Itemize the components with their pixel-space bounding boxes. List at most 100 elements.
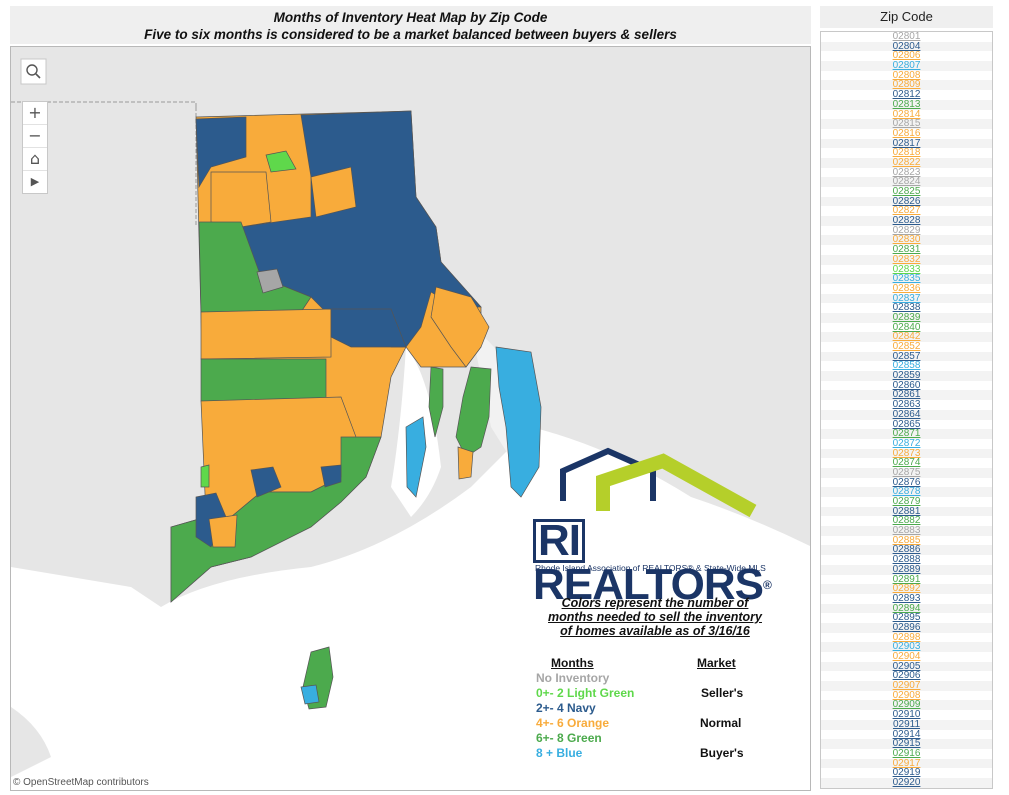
zip-code-item[interactable]: 02863 — [892, 399, 921, 411]
zip-code-item[interactable]: 02815 — [821, 119, 992, 129]
legend-market-sellers: Seller's — [701, 686, 744, 700]
zoom-in-icon[interactable]: + — [23, 102, 47, 125]
zip-code-item[interactable]: 02886 — [821, 545, 992, 556]
zip-code-item[interactable]: 02908 — [892, 689, 921, 701]
zip-code-item[interactable]: 02823 — [892, 166, 921, 178]
zip-code-item[interactable]: 02831 — [892, 244, 921, 256]
zip-code-item[interactable]: 02857 — [821, 351, 992, 362]
zip-code-item[interactable]: 02838 — [892, 302, 921, 314]
zip-code-item[interactable]: 02801 — [892, 31, 921, 42]
zip-code-item[interactable]: 02882 — [892, 515, 921, 527]
search-icon-bg[interactable] — [20, 58, 47, 85]
zip-code-item[interactable]: 02904 — [892, 651, 921, 662]
zip-code-item[interactable]: 02809 — [821, 80, 992, 91]
zip-code-item[interactable]: 02917 — [821, 758, 992, 769]
zip-code-item[interactable]: 02894 — [821, 603, 992, 614]
zip-code-item[interactable]: 02898 — [892, 631, 921, 643]
zip-code-item[interactable]: 02914 — [892, 728, 921, 740]
zip-code-item[interactable]: 02860 — [892, 379, 921, 391]
map-zoom-controls[interactable]: + − ⌂ ▶ — [22, 101, 48, 194]
legend-row-green: 6+- 8 Green — [536, 731, 602, 745]
zip-code-item[interactable]: 02872 — [892, 437, 921, 449]
zip-code-item[interactable]: 02892 — [821, 584, 992, 594]
zip-code-item[interactable]: 02830 — [821, 235, 992, 246]
zip-code-item[interactable]: 02806 — [892, 50, 921, 62]
zip-code-item[interactable]: 02822 — [821, 158, 992, 168]
zip-code-item[interactable]: 02874 — [892, 457, 921, 469]
zip-code-item[interactable]: 02807 — [821, 61, 992, 71]
zip-code-item[interactable]: 02907 — [821, 681, 992, 691]
zip-code-item[interactable]: 02814 — [892, 108, 921, 120]
zip-code-item[interactable]: 02871 — [821, 429, 992, 439]
realtors-logo-subtitle: Rhode Island Association of REALTORS® & … — [535, 563, 766, 573]
zip-code-item[interactable]: 02827 — [892, 205, 921, 217]
zip-code-item[interactable]: 02888 — [892, 554, 921, 566]
zip-code-item[interactable]: 02812 — [892, 89, 921, 101]
ri-state-regions — [170, 110, 542, 710]
zip-code-item[interactable]: 02881 — [821, 506, 992, 517]
zip-code-item[interactable]: 02864 — [821, 409, 992, 420]
title-line-2: Five to six months is considered to be a… — [144, 27, 677, 42]
zip-code-item[interactable]: 02817 — [821, 138, 992, 149]
zip-code-list[interactable]: 02801 02804 02806 02807 02808 02809 02812 02813… — [820, 31, 993, 789]
zip-code-item[interactable]: 02891 — [892, 573, 921, 585]
zip-code-item[interactable]: 02858 — [892, 360, 921, 372]
zip-code-item[interactable]: 02916 — [892, 747, 921, 759]
zip-code-item[interactable]: 02835 — [821, 274, 992, 284]
zip-code-item[interactable]: 02903 — [821, 642, 992, 652]
zip-code-item[interactable]: 02879 — [892, 496, 921, 507]
zip-code-item[interactable]: 02839 — [821, 313, 992, 323]
title-line-1: Months of Inventory Heat Map by Zip Code — [273, 10, 548, 25]
zip-code-item[interactable]: 02889 — [821, 564, 992, 575]
zip-code-item[interactable]: 02865 — [892, 418, 921, 430]
legend-row-none: No Inventory — [536, 671, 610, 685]
zip-code-item[interactable]: 02824 — [821, 177, 992, 187]
zip-code-item[interactable]: 02842 — [821, 332, 992, 342]
zip-code-item[interactable]: 02852 — [892, 341, 921, 352]
home-icon[interactable]: ⌂ — [23, 148, 47, 171]
map-canvas[interactable] — [11, 47, 811, 791]
zip-code-item[interactable]: 02893 — [892, 592, 921, 604]
zip-code-item[interactable]: 02878 — [821, 487, 992, 497]
zip-code-item[interactable]: 02836 — [892, 282, 921, 294]
zip-code-item[interactable]: 02910 — [892, 709, 921, 721]
zip-code-item[interactable]: 02826 — [821, 196, 992, 207]
dashboard-title: Months of Inventory Heat Map by Zip Code… — [10, 6, 811, 44]
zip-code-item[interactable]: 02915 — [821, 739, 992, 749]
zip-code-item[interactable]: 02906 — [892, 670, 921, 682]
zip-code-item[interactable]: 02818 — [892, 147, 921, 159]
play-icon[interactable]: ▶ — [30, 175, 40, 188]
zip-code-item[interactable]: 02921 — [821, 787, 992, 788]
zip-code-item[interactable]: 02895 — [892, 612, 921, 624]
zip-code-item[interactable]: 02828 — [821, 216, 992, 226]
zip-code-item[interactable]: 02816 — [892, 127, 921, 139]
zip-code-item[interactable]: 02896 — [821, 623, 992, 633]
zip-code-header: Zip Code — [820, 6, 993, 28]
map-attribution[interactable]: © OpenStreetMap contributors — [13, 777, 149, 788]
search-icon[interactable] — [26, 64, 38, 76]
zip-code-item[interactable]: 02804 — [821, 41, 992, 52]
zip-code-item[interactable]: 02832 — [821, 254, 992, 265]
zip-code-item[interactable]: 02825 — [892, 186, 921, 197]
zip-code-item[interactable]: 02911 — [821, 719, 992, 730]
zoom-out-icon[interactable]: − — [23, 125, 47, 148]
zip-code-item[interactable]: 02840 — [892, 321, 921, 333]
zip-code-item[interactable]: 02808 — [892, 69, 921, 81]
zip-code-item[interactable]: 02876 — [892, 476, 921, 488]
zip-code-item[interactable]: 02885 — [892, 534, 921, 546]
zip-code-item[interactable]: 02909 — [821, 700, 992, 711]
zip-code-item[interactable]: 02905 — [821, 661, 992, 672]
zip-code-item[interactable]: 02833 — [892, 263, 921, 275]
zip-code-item[interactable]: 02919 — [892, 767, 921, 779]
zip-code-item[interactable]: 02873 — [821, 448, 992, 459]
zip-code-item[interactable]: 02875 — [821, 468, 992, 478]
map-view[interactable]: + − ⌂ ▶ RIREALTORS® Rhode Island Associa… — [10, 46, 811, 791]
zip-code-item[interactable]: 02829 — [892, 224, 921, 236]
zip-code-item[interactable]: 02837 — [821, 293, 992, 304]
zip-code-item[interactable]: 02813 — [821, 99, 992, 110]
zip-code-item[interactable]: 02883 — [821, 526, 992, 536]
zip-code-item[interactable]: 02861 — [821, 390, 992, 401]
legend-market-normal: Normal — [700, 716, 742, 730]
zip-code-item[interactable]: 02920 — [821, 778, 992, 788]
zip-code-item[interactable]: 02859 — [821, 371, 992, 381]
